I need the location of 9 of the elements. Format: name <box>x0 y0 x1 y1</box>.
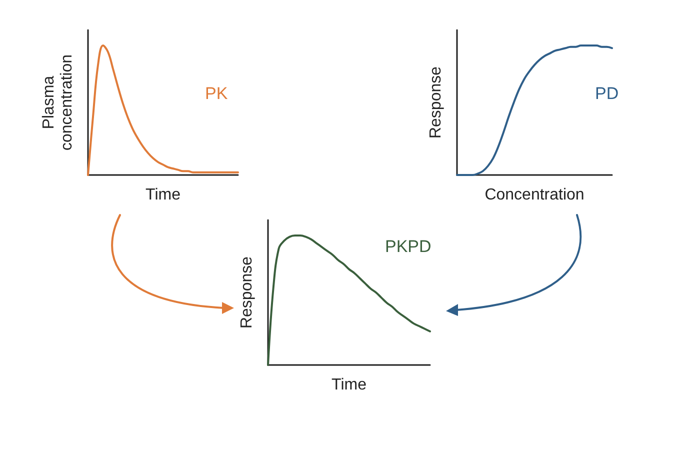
y-axis-title: Response <box>428 66 444 139</box>
y-axis-title: Plasma concentration <box>40 54 76 151</box>
text: PD <box>595 84 619 103</box>
x-axis-title: Time <box>332 376 367 394</box>
x-axis-title: Time <box>146 186 181 204</box>
y-axis-title: Response <box>238 256 256 329</box>
text: PK <box>205 84 228 103</box>
series-label: PKPD <box>385 237 432 256</box>
x-axis-title: Concentration <box>484 186 584 204</box>
